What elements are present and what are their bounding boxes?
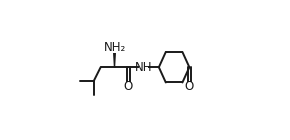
Text: O: O (185, 80, 194, 93)
Bar (126, 82, 131, 91)
Bar (139, 62, 148, 72)
Text: O: O (124, 80, 133, 93)
Bar (186, 82, 192, 91)
Text: NH₂: NH₂ (103, 41, 126, 54)
Text: NH: NH (135, 61, 152, 74)
Bar (110, 43, 119, 53)
Polygon shape (113, 48, 115, 67)
